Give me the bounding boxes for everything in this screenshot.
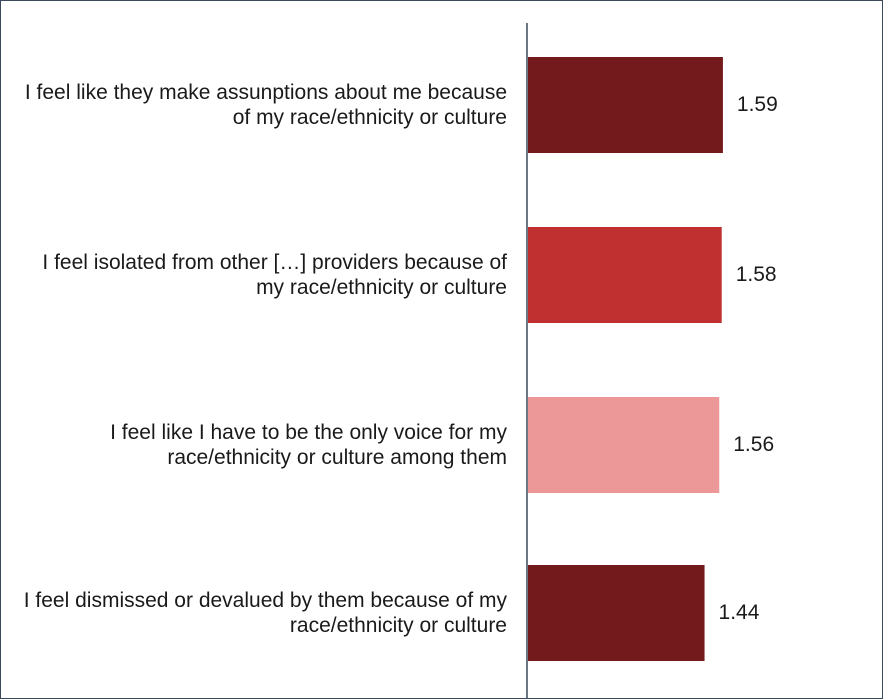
- bar-2: [528, 227, 722, 323]
- bar-4: [528, 565, 705, 661]
- value-label-3: 1.56: [733, 433, 775, 456]
- category-label-1: I feel like they make assunptions about …: [24, 81, 507, 129]
- bar-3: [528, 397, 720, 493]
- bar-1: [528, 57, 723, 153]
- value-label-4: 1.44: [718, 601, 760, 624]
- category-label-2: I feel isolated from other […] providers…: [42, 251, 507, 299]
- category-label-3: I feel like I have to be the only voice …: [110, 421, 507, 469]
- value-label-1: 1.59: [736, 93, 778, 116]
- category-label-4: I feel dismissed or devalued by them bec…: [23, 589, 507, 637]
- value-label-2: 1.58: [735, 263, 777, 286]
